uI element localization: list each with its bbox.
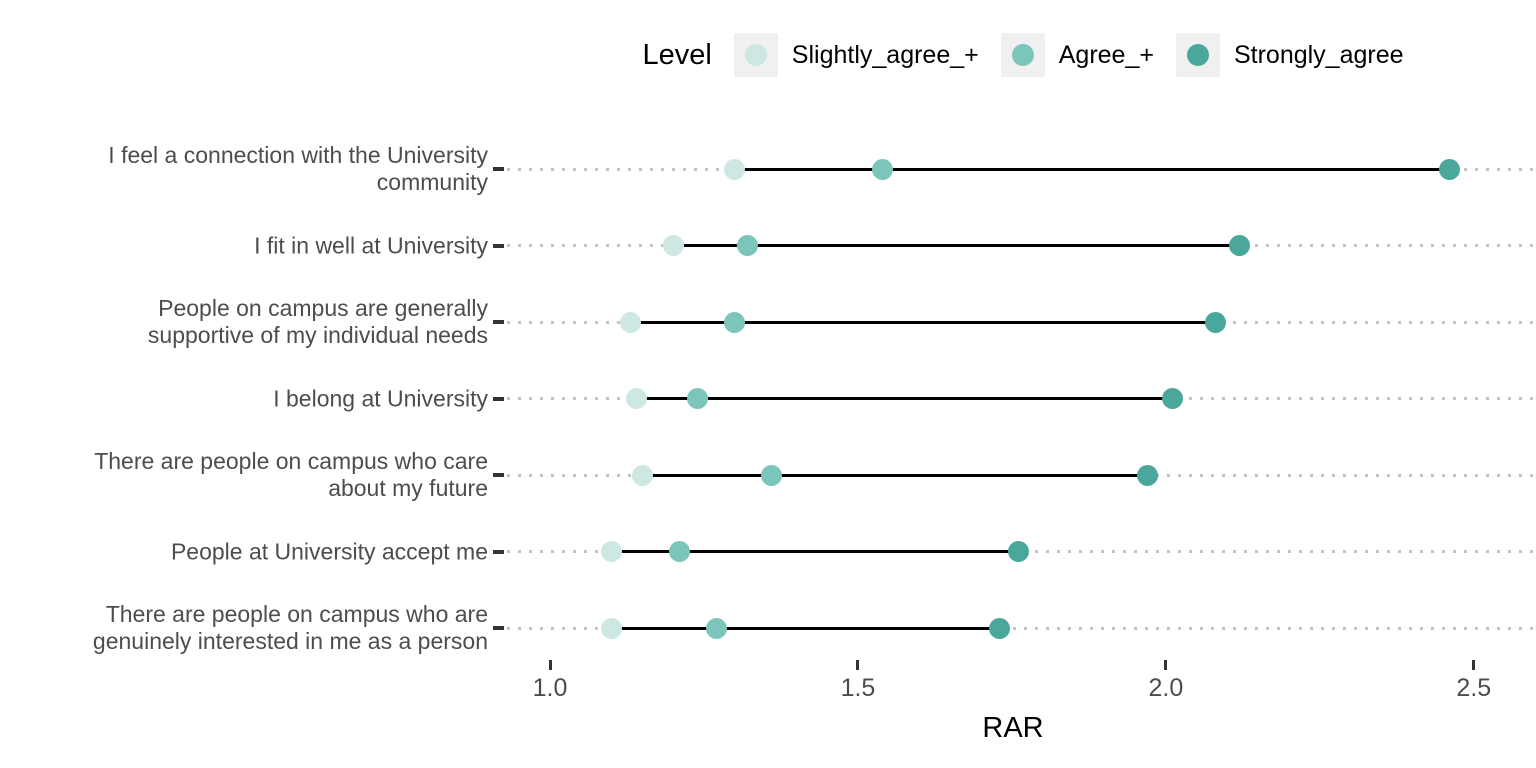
y-axis-label: There are people on campus who are genui… <box>92 601 488 654</box>
legend-key <box>733 33 778 77</box>
y-axis-tick <box>493 473 504 477</box>
legend-label: Slightly_agree_+ <box>791 40 979 69</box>
data-point-strongly_agree <box>1161 388 1183 409</box>
legend-item-agree_+: Agree_+ <box>1000 33 1154 77</box>
data-point-agree_+ <box>736 235 758 256</box>
y-axis-label: I belong at University <box>273 385 488 411</box>
data-point-strongly_agree <box>1229 235 1251 256</box>
data-point-agree_+ <box>668 541 690 562</box>
legend-item-slightly_agree_+: Slightly_agree_+ <box>733 33 979 77</box>
x-axis-tick-label: 1.0 <box>532 674 568 702</box>
legend-key <box>1175 33 1220 77</box>
y-axis-label: People at University accept me <box>170 538 488 564</box>
data-point-agree_+ <box>724 311 746 333</box>
data-point-agree_+ <box>761 464 783 486</box>
data-point-slightly_agree_+ <box>662 235 684 256</box>
x-axis-tick <box>1472 660 1476 670</box>
legend-items: Slightly_agree_+ Agree_+ Strongly_agree <box>733 33 1404 77</box>
y-axis-label: I feel a connection with the University … <box>108 142 488 195</box>
data-point-agree_+ <box>872 158 894 180</box>
y-axis-label: There are people on campus who care abou… <box>94 448 488 501</box>
data-point-slightly_agree_+ <box>601 617 623 639</box>
y-axis-tick <box>493 320 504 324</box>
y-axis-tick <box>493 243 504 248</box>
connector-line <box>630 320 1216 324</box>
x-axis-tick-label: 2.5 <box>1456 674 1492 702</box>
x-axis-title: RAR <box>982 712 1044 744</box>
legend: Level Slightly_agree_+ Agree_+ Strongly_ag… <box>510 30 1536 80</box>
data-point-strongly_agree <box>989 617 1011 639</box>
data-point-agree_+ <box>705 617 727 639</box>
legend-label: Strongly_agree <box>1233 40 1404 69</box>
data-point-strongly_agree <box>1007 541 1029 562</box>
data-point-slightly_agree_+ <box>619 311 641 333</box>
y-axis-tick <box>493 167 504 171</box>
legend-dot-icon <box>744 44 767 66</box>
data-point-strongly_agree <box>1136 464 1158 486</box>
legend-dot-icon <box>1011 44 1034 66</box>
x-axis-tick <box>1164 660 1168 670</box>
y-axis-tick <box>493 396 504 401</box>
x-axis-tick <box>548 660 552 670</box>
legend-title: Level <box>642 38 712 71</box>
data-point-strongly_agree <box>1204 311 1226 333</box>
data-point-slightly_agree_+ <box>601 541 623 562</box>
data-point-slightly_agree_+ <box>631 464 653 486</box>
legend-label: Agree_+ <box>1058 40 1154 69</box>
connector-line <box>636 397 1173 400</box>
data-point-strongly_agree <box>1438 158 1460 180</box>
connector-line <box>734 167 1450 171</box>
connector-line <box>611 626 1000 630</box>
y-axis-tick <box>493 549 504 554</box>
y-axis-tick <box>493 626 504 630</box>
legend-key <box>1000 33 1045 77</box>
x-axis-tick <box>856 660 860 670</box>
y-axis-label: People on campus are generally supportiv… <box>147 295 488 348</box>
legend-dot-icon <box>1186 44 1209 66</box>
data-point-agree_+ <box>687 388 709 409</box>
legend-item-strongly_agree: Strongly_agree <box>1175 33 1404 77</box>
x-axis-tick-label: 2.0 <box>1148 674 1184 702</box>
dotted-gridline <box>507 626 1536 630</box>
x-axis-tick-label: 1.5 <box>840 674 876 702</box>
connector-line <box>611 550 1019 553</box>
data-point-slightly_agree_+ <box>625 388 647 409</box>
connector-line <box>673 244 1240 247</box>
y-axis-label: I fit in well at University <box>254 232 488 258</box>
data-point-slightly_agree_+ <box>724 158 746 180</box>
connector-line <box>642 473 1148 477</box>
